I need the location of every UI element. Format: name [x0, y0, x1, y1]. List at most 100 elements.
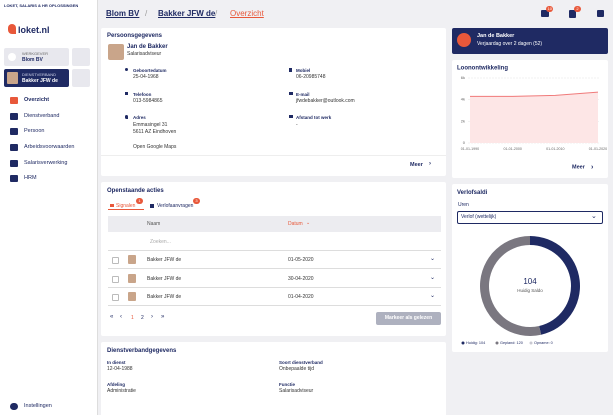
row-name: Bakker JFW de	[147, 294, 182, 300]
field-label: Functie	[279, 382, 296, 387]
field-value: jfwdebakker@outlook.com	[296, 98, 355, 104]
name: Jan de Bakker	[127, 44, 168, 50]
tab[interactable]: Verlofaanvragen	[157, 203, 194, 209]
nav-icon	[10, 160, 18, 167]
employment-card	[101, 342, 446, 415]
field-value: 06-20985748	[296, 74, 326, 80]
tab[interactable]: Signalen	[116, 203, 136, 209]
messages-icon[interactable]	[541, 10, 549, 17]
nav-item[interactable]: Arbeidsvoorwaarden	[24, 144, 75, 150]
more-link[interactable]: Meer	[410, 162, 423, 168]
breadcrumb[interactable]: Bakker JFW de	[158, 9, 216, 18]
pager-next[interactable]: ›	[151, 314, 153, 320]
leave-select[interactable]	[457, 211, 603, 224]
column-header[interactable]: Naam	[147, 221, 161, 227]
employment-box[interactable]	[4, 69, 69, 87]
row-date: 01-05-2020	[288, 257, 314, 263]
maps-link[interactable]: Open Google Maps	[133, 144, 177, 150]
page[interactable]: 1	[131, 315, 134, 321]
field-value: 013-5984865	[133, 98, 163, 104]
row-expand[interactable]: ⌄	[430, 274, 436, 281]
nav-item[interactable]: Dienstverband	[24, 113, 60, 119]
birthday-text: Verjaardag over 2 dagen (52)	[477, 41, 543, 47]
breadcrumb[interactable]: Overzicht	[230, 9, 264, 18]
more-link: Meer	[572, 164, 586, 170]
area	[470, 92, 598, 143]
avatar	[108, 44, 124, 60]
legend-swatch	[495, 341, 499, 345]
divider	[101, 155, 446, 156]
select-value: Verlof (wettelijk)	[461, 214, 497, 220]
row-expand[interactable]: ⌄	[430, 256, 436, 262]
nav-item[interactable]: Persoon	[24, 128, 45, 134]
logo: loket.nl	[18, 25, 50, 35]
mark-read-button[interactable]: Markeer als gelezen	[376, 312, 441, 325]
search[interactable]: Zoeken...	[150, 239, 171, 245]
employment-list-button[interactable]	[72, 69, 90, 87]
role: Salarisadviseur	[127, 51, 162, 57]
row-avatar	[128, 292, 136, 301]
divider	[108, 268, 441, 269]
table-header	[108, 216, 441, 232]
breadcrumb[interactable]: Blom BV	[106, 9, 140, 18]
nav-item[interactable]: HRM	[24, 175, 37, 181]
y-tick-label: 4k	[461, 97, 465, 102]
field-value: 25-04-1968	[133, 74, 159, 80]
column-header[interactable]: Datum	[288, 221, 303, 227]
tab-icon	[110, 204, 114, 207]
divider	[108, 286, 441, 288]
employer: Blom BV	[22, 57, 43, 63]
legend-label: Huidig: 104	[466, 341, 485, 345]
calendar-icon[interactable]	[597, 10, 604, 17]
employer-box[interactable]	[4, 48, 69, 66]
page[interactable]: 2	[141, 315, 144, 321]
row-checkbox[interactable]	[112, 275, 119, 283]
chevron: ›	[591, 164, 594, 171]
row-avatar	[128, 255, 136, 264]
employer-list-button[interactable]	[72, 48, 90, 66]
x-tick-label: 01-01-1990	[461, 147, 479, 151]
legend-swatch	[529, 341, 533, 345]
nav-icon	[10, 144, 18, 151]
employer-icon	[8, 53, 16, 61]
y-tick-label: 2k	[461, 118, 465, 123]
field-label: Afdeling	[107, 382, 125, 387]
card-title: Loonontwikkeling	[457, 66, 508, 72]
field-label: Mobiel	[296, 68, 311, 73]
icon	[289, 68, 292, 72]
tasks-icon[interactable]	[569, 10, 576, 18]
pager-last[interactable]: »	[161, 314, 165, 320]
row-date: 01-04-2020	[288, 294, 314, 300]
separator: /	[215, 9, 218, 18]
field-value: -	[296, 122, 298, 128]
tagline: LOKET, SALARIS & HR OPLOSSINGEN	[4, 3, 79, 8]
field-label: Afstand tot werk	[296, 115, 332, 120]
sort-icon: ⌄	[306, 220, 311, 226]
field-label: Geboortedatum	[133, 68, 167, 73]
actions-card	[101, 182, 446, 336]
x-tick-label: 01-01-2020	[589, 147, 607, 151]
field-label: Soort dienstverband	[279, 360, 323, 365]
field-value: Salarisadviseur	[279, 388, 314, 394]
nav-icon	[10, 128, 18, 135]
row-checkbox[interactable]	[112, 257, 119, 264]
field-label: Telefoon	[133, 92, 152, 97]
pager-prev[interactable]: ‹	[120, 314, 122, 320]
field-label: E-mail	[296, 92, 310, 97]
nav-item[interactable]: Overzicht	[24, 97, 50, 103]
y-tick-label: 0	[463, 140, 466, 145]
field-value: Administratie	[107, 388, 136, 394]
chevron: ›	[429, 161, 431, 167]
settings[interactable]: Instellingen	[24, 403, 52, 409]
nav-item[interactable]: Salarisverwerking	[24, 160, 68, 166]
card-title: Verlofsaldi	[457, 190, 488, 196]
row-checkbox[interactable]	[112, 294, 119, 301]
row-expand[interactable]: ⌄	[430, 293, 436, 299]
icon	[125, 68, 128, 71]
field-value: Onbepaalde tijd	[279, 366, 315, 372]
nav-icon	[10, 175, 18, 182]
divider	[108, 250, 441, 251]
field-value: 5611 AZ Eindhoven	[133, 129, 177, 135]
pager-first[interactable]: «	[110, 314, 114, 320]
